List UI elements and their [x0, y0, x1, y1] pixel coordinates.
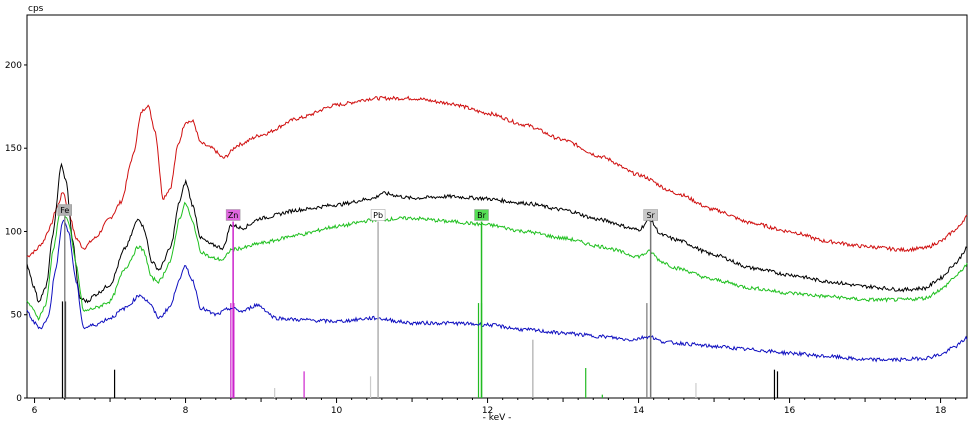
x-tick-label: 14 [633, 406, 645, 416]
element-label-pb: Pb [370, 209, 386, 221]
y-tick-label: 100 [5, 227, 22, 237]
y-axis-unit: cps [28, 4, 44, 14]
element-label-box [225, 209, 241, 221]
x-tick-label: 10 [331, 406, 343, 416]
y-axis-ticks: 0 50 100 150 200 [5, 61, 27, 404]
x-tick-label: 12 [482, 406, 493, 416]
spectrum-line-4 [26, 219, 968, 363]
spectrum-line-1 [26, 95, 968, 258]
spectrum-line-2 [26, 162, 968, 304]
element-label-zn: Zn [225, 209, 241, 221]
spectrum-line-3 [26, 201, 968, 322]
element-label-text: Zn [228, 211, 239, 220]
x-tick-label: 6 [32, 406, 38, 416]
x-axis-unit: - keV - [483, 413, 512, 423]
element-labels: Fe Zn Pb Br Sr [57, 204, 658, 398]
element-label-text: Br [477, 211, 486, 220]
element-label-box [643, 209, 658, 221]
y-tick-label: 200 [5, 61, 22, 71]
x-tick-label: 8 [183, 406, 189, 416]
y-tick-label: 0 [16, 394, 22, 404]
x-axis-ticks: 6 8 10 12 14 16 18 [32, 398, 957, 416]
element-label-text: Sr [646, 211, 655, 220]
plot-background [26, 14, 968, 399]
element-label-box [57, 204, 73, 216]
element-label-br: Br [474, 209, 489, 221]
y-tick-label: 150 [5, 144, 22, 154]
element-label-box [370, 209, 386, 221]
spectrum-series [26, 95, 968, 363]
element-label-text: Pb [373, 211, 383, 220]
x-tick-label: 16 [784, 406, 796, 416]
element-label-fe: Fe [57, 204, 73, 216]
element-label-sr: Sr [643, 209, 658, 221]
element-label-box [474, 209, 489, 221]
x-tick-label: 18 [935, 406, 947, 416]
y-tick-label: 50 [11, 311, 23, 321]
element-label-text: Fe [60, 206, 69, 215]
